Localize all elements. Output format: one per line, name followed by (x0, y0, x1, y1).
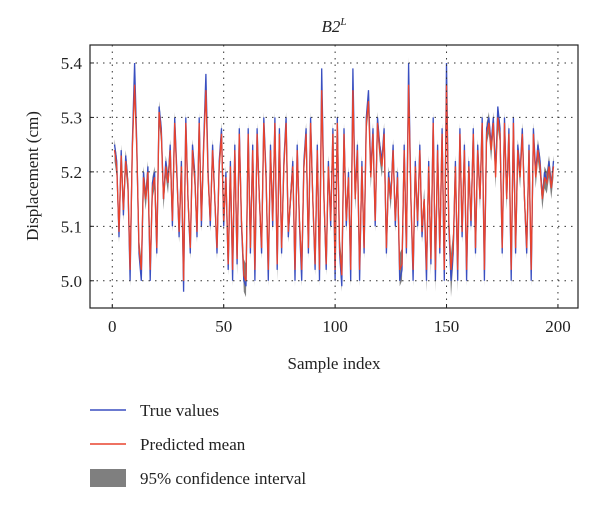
y-tick-label: 5.2 (61, 163, 82, 182)
legend-label: Predicted mean (140, 435, 246, 454)
y-tick-label: 5.3 (61, 108, 82, 127)
y-tick-label: 5.4 (61, 54, 83, 73)
title-main: B2 (321, 17, 340, 36)
series-line (113, 84, 555, 282)
legend-label: True values (140, 401, 219, 420)
x-tick-label: 50 (215, 317, 232, 336)
legend-swatch (90, 469, 126, 487)
x-tick-label: 150 (434, 317, 460, 336)
y-axis-label: Displacement (cm) (23, 111, 42, 241)
x-tick-label: 0 (108, 317, 117, 336)
x-tick-label: 100 (322, 317, 348, 336)
title-superscript: L (339, 16, 346, 28)
y-tick-label: 5.1 (61, 217, 82, 236)
x-axis-label: Sample index (287, 354, 381, 373)
legend-label: 95% confidence interval (140, 469, 306, 488)
chart-title: B2L (321, 16, 346, 36)
plot-frame (89, 44, 579, 309)
y-tick-label: 5.0 (61, 272, 82, 291)
x-tick-label: 200 (545, 317, 571, 336)
